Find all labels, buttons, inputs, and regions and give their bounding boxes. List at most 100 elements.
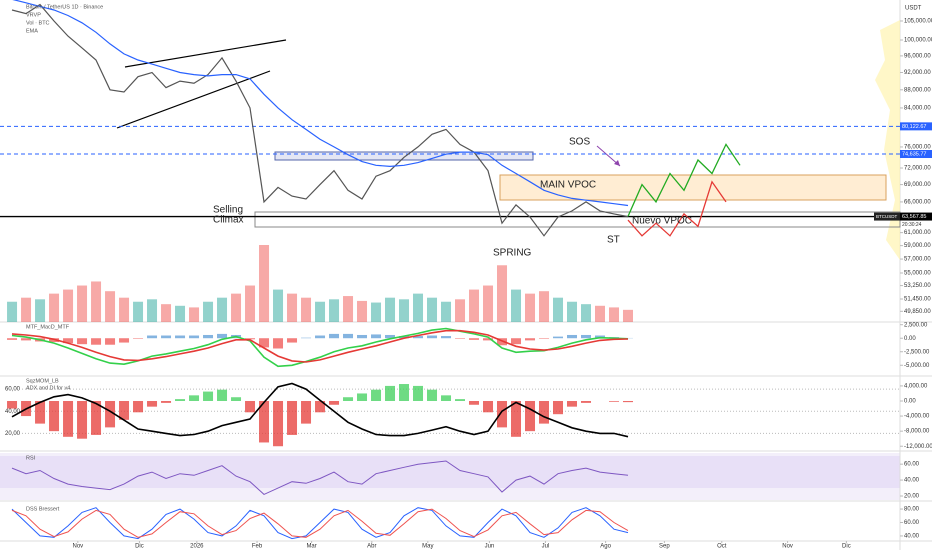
series-line xyxy=(627,143,741,217)
volume-bar xyxy=(35,299,46,322)
series-line xyxy=(11,329,629,363)
annotation: ST xyxy=(607,235,620,246)
histogram-bar xyxy=(343,333,354,339)
volume-bar xyxy=(315,301,326,322)
currency: USDT xyxy=(905,6,922,12)
y2-tick-label: 20,00 xyxy=(5,431,21,437)
x-tick-label: Feb xyxy=(252,544,263,550)
histogram-bar xyxy=(217,333,228,339)
rsi-band xyxy=(0,456,900,488)
y-tick-label: -4,000.00 xyxy=(904,414,930,420)
histogram-bar xyxy=(161,400,172,403)
histogram-bar xyxy=(91,338,102,345)
histogram-bar xyxy=(189,335,200,339)
annotation: SPRING xyxy=(493,248,532,259)
vpoc-box xyxy=(499,174,887,201)
volume-bar xyxy=(329,299,340,322)
histogram-bar xyxy=(161,335,172,339)
volume-bar xyxy=(77,285,88,322)
histogram-bar xyxy=(441,395,452,401)
histogram-bar xyxy=(581,334,592,339)
histogram-bar xyxy=(7,400,18,409)
volume-bar xyxy=(539,291,550,322)
volume-bar xyxy=(497,265,508,322)
volume-bar xyxy=(622,309,633,322)
histogram-bar xyxy=(63,338,74,344)
price-tag xyxy=(900,212,932,221)
histogram-bar xyxy=(525,338,536,341)
x-tick-label: Nov xyxy=(782,544,793,550)
histogram-bar xyxy=(189,395,200,401)
y-tick-label: -2,500.00 xyxy=(904,349,930,355)
histogram-bar xyxy=(231,397,242,401)
y-tick-label: 80.00 xyxy=(904,507,920,513)
volume-bar xyxy=(133,301,144,322)
x-tick-label: Dic xyxy=(135,544,144,550)
x-tick-label: Ago xyxy=(600,544,611,550)
volume-bar xyxy=(371,302,382,322)
indicator-title: DSS Bressert xyxy=(26,506,60,512)
price-tag-label: 74,635.77 xyxy=(902,151,926,157)
indicator-title: SqzMOM_LB xyxy=(26,378,59,384)
histogram-bar xyxy=(371,389,382,401)
indicator-title: MTF_MacD_MTF xyxy=(26,324,70,330)
volume-bar xyxy=(231,293,242,322)
histogram-bar xyxy=(371,334,382,339)
volume-bar xyxy=(385,297,396,322)
y-tick-label: 88,000.00 xyxy=(904,87,931,93)
volume-bar xyxy=(357,300,368,322)
histogram-bar xyxy=(315,400,326,413)
price-tag-label: 80,122.67 xyxy=(902,124,926,130)
histogram-bar xyxy=(539,338,550,339)
histogram-bar xyxy=(413,385,424,401)
volume-bar xyxy=(259,245,270,322)
histogram-bar xyxy=(525,400,536,432)
histogram-bar xyxy=(245,338,256,340)
histogram-bar xyxy=(413,336,424,339)
y-tick-label: 61,000.00 xyxy=(904,230,931,236)
y-tick-label: 2,500.00 xyxy=(904,322,928,328)
legend-item: EMA xyxy=(26,28,38,34)
volume-bar xyxy=(553,297,564,322)
volume-bar xyxy=(595,305,605,322)
histogram-bar xyxy=(483,338,494,341)
volume-bar xyxy=(245,285,256,322)
series-line xyxy=(11,382,629,438)
y-tick-label: 69,000.00 xyxy=(904,182,931,188)
volume-bar xyxy=(581,304,592,322)
price-tag xyxy=(900,122,932,131)
x-tick-label: 2026 xyxy=(190,544,204,550)
volume-bar xyxy=(399,299,410,322)
volume-bar xyxy=(525,293,536,322)
x-tick-label: Sep xyxy=(659,544,670,550)
y-tick-label: 72,000.00 xyxy=(904,166,931,172)
histogram-bar xyxy=(553,400,564,415)
annotation: Nuevo VPOC xyxy=(632,216,692,227)
volume-bar xyxy=(483,285,494,322)
y-tick-label: 84,000.00 xyxy=(904,106,931,112)
histogram-bar xyxy=(581,400,592,403)
volume-bar xyxy=(147,299,158,322)
y-tick-label: -5,000.00 xyxy=(904,363,930,369)
wedge-line xyxy=(124,39,287,68)
histogram-bar xyxy=(91,400,102,435)
series-line xyxy=(11,327,629,368)
volume-profile xyxy=(875,20,900,260)
histogram-bar xyxy=(497,400,508,428)
volume-bar xyxy=(455,299,466,322)
histogram-bar xyxy=(427,389,438,401)
price-tag-label: 63,567.85 xyxy=(902,214,926,220)
arrow-head xyxy=(614,160,620,166)
y-tick-label: 59,000.00 xyxy=(904,243,931,249)
y-tick-label: 100,000.00 xyxy=(904,38,932,44)
y-tick-label: 20.00 xyxy=(904,494,920,500)
volume-bar xyxy=(567,301,578,322)
histogram-bar xyxy=(301,337,312,339)
series-line xyxy=(11,507,629,540)
volume-bar xyxy=(161,304,172,322)
volume-bar xyxy=(441,301,452,322)
y-tick-label: 53,250.00 xyxy=(904,283,931,289)
histogram-bar xyxy=(483,400,494,413)
